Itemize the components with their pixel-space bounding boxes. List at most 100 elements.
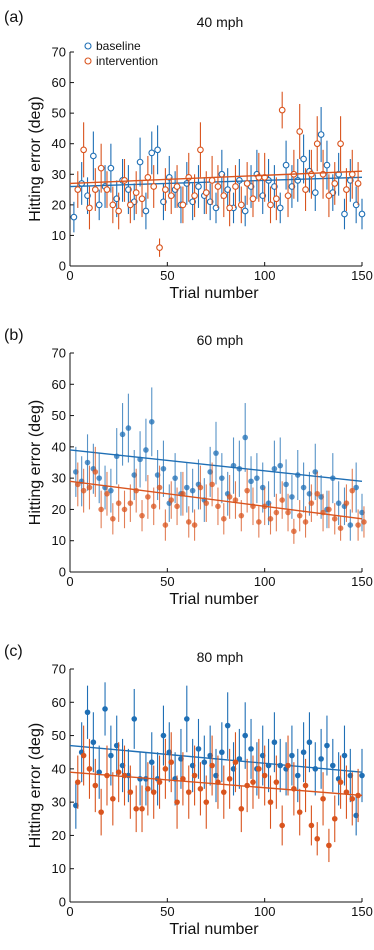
- data-point: [168, 497, 175, 503]
- data-point: [160, 732, 167, 739]
- y-tick-label: 10: [52, 228, 66, 243]
- data-point: [74, 779, 81, 785]
- data-point: [119, 431, 126, 438]
- x-axis-label: Trial number: [169, 921, 259, 938]
- data-point: [179, 201, 187, 209]
- data-point: [294, 177, 302, 184]
- data-point: [267, 201, 274, 209]
- data-point: [267, 799, 274, 805]
- data-point: [189, 487, 196, 494]
- data-point: [220, 789, 227, 795]
- data-point: [326, 842, 332, 849]
- data-point: [86, 766, 93, 772]
- series-baseline: [69, 387, 365, 541]
- data-point: [90, 152, 97, 160]
- data-point: [294, 772, 301, 779]
- series-intervention: [69, 446, 367, 544]
- data-point: [162, 522, 169, 528]
- data-point: [335, 500, 342, 506]
- x-tick-label: 0: [66, 574, 73, 589]
- data-point: [156, 779, 163, 785]
- data-point: [296, 512, 303, 519]
- data-point: [104, 490, 110, 497]
- data-point: [320, 796, 326, 802]
- data-point: [331, 180, 339, 187]
- y-tick-label: 50: [52, 728, 66, 743]
- y-tick-label: 40: [52, 761, 66, 776]
- data-point: [70, 213, 78, 221]
- data-point: [92, 469, 99, 475]
- panel-c: (c) 80 mph 0 10 20 30 40 50 60 70 0 50 100 150 Trial n…: [4, 643, 373, 938]
- data-point: [191, 772, 198, 779]
- data-point: [209, 481, 215, 488]
- data-point: [353, 484, 359, 491]
- data-point: [145, 494, 151, 500]
- legend-marker: [84, 57, 92, 65]
- data-point: [138, 195, 146, 203]
- data-point: [139, 806, 145, 812]
- fit-line: [69, 771, 363, 797]
- y-tick-label: 70: [52, 346, 66, 361]
- fit-line: [69, 176, 363, 188]
- data-point: [261, 772, 268, 779]
- data-point: [74, 186, 82, 193]
- data-point: [220, 516, 227, 522]
- data-point: [148, 759, 155, 765]
- data-point: [115, 207, 123, 215]
- data-point: [220, 192, 228, 200]
- data-point: [317, 131, 325, 138]
- chart-title: 60 mph: [197, 332, 244, 348]
- data-point: [180, 776, 186, 782]
- data-point: [291, 528, 297, 535]
- x-tick-label: 0: [66, 268, 73, 283]
- data-point: [197, 786, 204, 792]
- data-point: [224, 722, 231, 729]
- x-tick-label: 50: [160, 574, 174, 589]
- data-point: [313, 140, 321, 148]
- data-point: [296, 809, 303, 815]
- y-tick-label: 10: [52, 861, 66, 876]
- y-axis-label: Hitting error (deg): [27, 96, 44, 221]
- data-point: [102, 706, 108, 712]
- data-point: [256, 519, 262, 525]
- data-point: [311, 189, 319, 196]
- data-point: [300, 155, 307, 163]
- data-point: [296, 128, 304, 135]
- data-point: [232, 183, 239, 190]
- data-point: [232, 759, 239, 765]
- data-point: [115, 769, 122, 775]
- data-point: [103, 186, 111, 193]
- data-point: [314, 490, 321, 497]
- data-point: [337, 140, 344, 148]
- data-point: [250, 779, 256, 785]
- panel-letter: (c): [4, 643, 23, 660]
- data-point: [107, 164, 115, 172]
- data-point: [238, 806, 245, 812]
- data-point: [248, 746, 254, 752]
- data-point: [184, 716, 190, 722]
- y-tick-label: 10: [52, 533, 66, 548]
- data-point: [238, 512, 245, 519]
- data-point: [282, 161, 290, 169]
- data-point: [226, 494, 233, 500]
- x-axis-label: Trial number: [169, 285, 259, 302]
- data-point: [97, 164, 105, 172]
- data-point: [84, 709, 91, 716]
- data-point: [191, 192, 198, 200]
- data-point: [284, 192, 292, 200]
- data-point: [337, 779, 344, 785]
- data-point: [219, 475, 225, 481]
- data-point: [242, 732, 248, 739]
- data-point: [172, 475, 178, 481]
- data-point: [203, 799, 210, 805]
- data-point: [174, 503, 180, 510]
- data-point: [139, 512, 145, 519]
- data-point: [201, 759, 208, 765]
- data-point: [215, 503, 221, 510]
- data-point: [273, 509, 280, 516]
- x-tick-label: 50: [160, 904, 174, 919]
- data-point: [331, 815, 338, 822]
- series-intervention: [69, 725, 363, 863]
- data-point: [354, 180, 362, 187]
